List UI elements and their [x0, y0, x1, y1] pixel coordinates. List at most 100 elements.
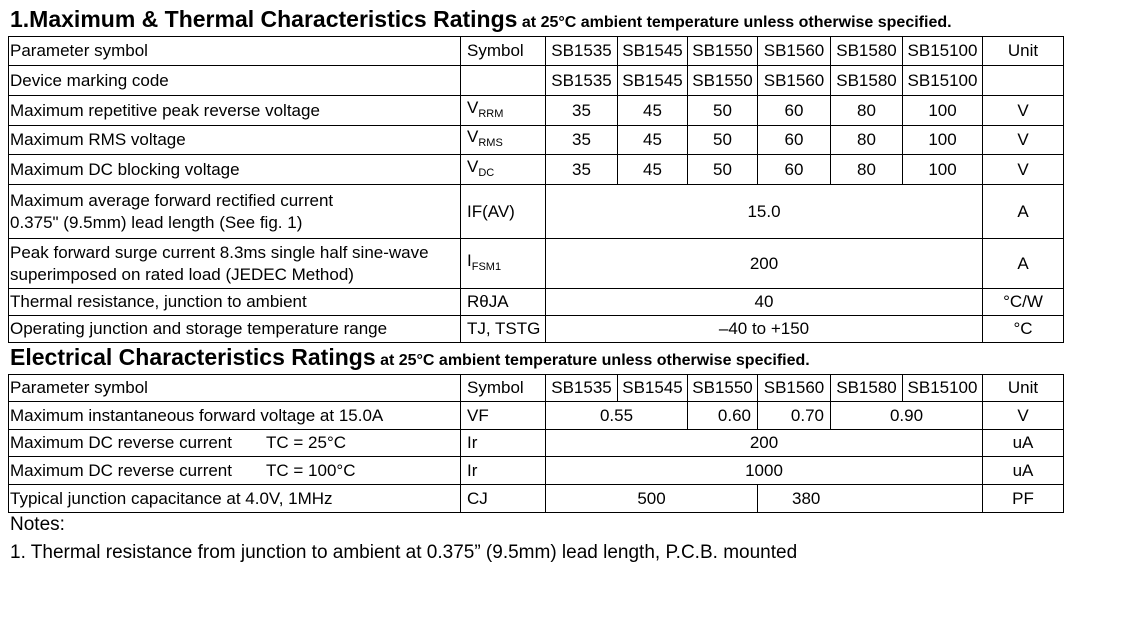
symbol-text: RθJA — [467, 292, 509, 311]
parameter-cell: Thermal resistance, junction to ambient — [8, 288, 461, 316]
symbol-text: IF(AV) — [467, 201, 515, 221]
value-cell: 50 — [687, 125, 758, 155]
unit-cell — [982, 65, 1064, 96]
unit-text: °C — [1013, 319, 1033, 338]
parameter-cell: Peak forward surge current 8.3ms single … — [8, 238, 461, 289]
unit-cell: V — [982, 154, 1064, 185]
header-cell: Parameter symbol — [8, 36, 461, 66]
table-row: Peak forward surge current 8.3ms single … — [8, 238, 1064, 289]
notes-title: Notes: — [10, 514, 65, 535]
value-cell: SB1545 — [617, 65, 688, 96]
header-cell: SB15100 — [902, 36, 983, 66]
value-cell: SB1560 — [757, 65, 831, 96]
symbol-text: TJ, TSTG — [467, 319, 541, 338]
value-cell: 60 — [757, 95, 831, 126]
parameter-text: Maximum DC reverse current — [10, 460, 232, 480]
symbol-cell: IF(AV) — [460, 184, 546, 239]
symbol-text: V — [467, 156, 479, 176]
unit-cell: A — [982, 238, 1064, 289]
header-row: Parameter symbol Symbol SB1535 SB1545 SB1550… — [8, 36, 1064, 66]
parameter-cell: Maximum repetitive peak reverse voltage — [8, 95, 461, 126]
value-cell: SB1580 — [830, 65, 903, 96]
value-cell: 500 — [545, 484, 758, 513]
parameter-cell: Typical junction capacitance at 4.0V, 1M… — [8, 484, 461, 513]
value-cell: 40 — [545, 288, 983, 316]
value-cell: 100 — [902, 154, 983, 185]
symbol-cell: VRMS — [460, 125, 546, 155]
unit-text: V — [1017, 159, 1029, 179]
parameter-condition: TC = 100°C — [266, 460, 356, 480]
table-row: Maximum DC blocking voltage VDC 35 45 50 60 80… — [8, 154, 1064, 185]
value-cell: 200 — [545, 429, 983, 457]
header-cell: SB1535 — [545, 374, 618, 402]
value-cell: SB1550 — [687, 65, 758, 96]
ratings-table: Parameter symbol Symbol SB1535 SB1545 SB1550… — [8, 36, 1064, 343]
header-cell: Parameter symbol — [8, 374, 461, 402]
header-cell: Unit — [982, 374, 1064, 402]
parameter-cell: Maximum DC blocking voltage — [8, 154, 461, 185]
symbol-subscript: RMS — [478, 137, 503, 149]
header-cell: SB15100 — [902, 374, 983, 402]
unit-cell: PF — [982, 484, 1064, 513]
value-cell: 35 — [545, 125, 618, 155]
value-cell: 100 — [902, 95, 983, 126]
symbol-cell: IFSM1 — [460, 238, 546, 289]
value-cell: 80 — [830, 95, 903, 126]
symbol-cell: Ir — [460, 456, 546, 485]
table-row: Maximum RMS voltage VRMS 35 45 50 60 80 100 V — [8, 125, 1064, 155]
parameter-text: Operating junction and storage temperatu… — [10, 319, 388, 338]
parameter-cell: Maximum RMS voltage — [8, 125, 461, 155]
section-title: Electrical Characteristics Ratings — [10, 344, 376, 370]
parameter-text: Device marking code — [10, 70, 169, 90]
header-cell: SB1560 — [757, 374, 831, 402]
header-cell: Unit — [982, 36, 1064, 66]
table-row: Device marking code SB1535 SB1545 SB1550 SB1… — [8, 65, 1064, 96]
parameter-condition: TC = 25°C — [266, 433, 347, 452]
parameter-text: Thermal resistance, junction to ambient — [10, 292, 307, 311]
unit-text: uA — [1012, 460, 1034, 480]
value-cell: 0.90 — [830, 401, 983, 430]
symbol-cell: Ir — [460, 429, 546, 457]
section-heading: 1.Maximum & Thermal Characteristics Rati… — [10, 6, 952, 33]
parameter-text: Maximum RMS voltage — [10, 130, 186, 149]
value-cell: 35 — [545, 154, 618, 185]
value-cell: SB1535 — [545, 65, 618, 96]
unit-text: V — [1017, 130, 1029, 149]
value-cell: SB15100 — [902, 65, 983, 96]
parameter-text: Maximum DC reverse current — [10, 433, 232, 452]
value-cell: 60 — [757, 125, 831, 155]
unit-text: °C/W — [1003, 292, 1043, 311]
header-cell: SB1550 — [687, 374, 758, 402]
value-cell: –40 to +150 — [545, 315, 983, 343]
unit-cell: uA — [982, 456, 1064, 485]
value-cell: 35 — [545, 95, 618, 126]
symbol-text: Ir — [467, 433, 478, 452]
symbol-cell: VDC — [460, 154, 546, 185]
symbol-subscript: DC — [478, 166, 495, 179]
parameter-cell: Device marking code — [8, 65, 461, 96]
table-row: Maximum instantaneous forward voltage at… — [8, 401, 1064, 430]
header-cell: SB1580 — [830, 374, 903, 402]
parameter-text: Maximum DC blocking voltage — [10, 159, 240, 179]
symbol-subscript: FSM1 — [471, 260, 502, 273]
value-cell: 45 — [617, 95, 688, 126]
symbol-text: V — [467, 127, 479, 146]
header-row: Parameter symbol Symbol SB1535 SB1545 SB1550… — [8, 374, 1064, 402]
parameter-cell: Operating junction and storage temperatu… — [8, 315, 461, 343]
symbol-cell: CJ — [460, 484, 546, 513]
parameter-cell: Maximum DC reverse current TC = 100°C — [8, 456, 461, 485]
header-cell: Symbol — [460, 374, 546, 402]
value-cell: 0.55 — [545, 401, 688, 430]
value-cell: 80 — [830, 154, 903, 185]
header-cell: SB1535 — [545, 36, 618, 66]
table-row: Maximum repetitive peak reverse voltage V… — [8, 95, 1064, 126]
value-cell: 380 — [757, 484, 983, 513]
unit-text: V — [1017, 100, 1029, 120]
symbol-text: V — [467, 97, 479, 117]
note: 1. Thermal resistance from junction to a… — [10, 542, 798, 563]
symbol-text: VF — [467, 405, 489, 425]
unit-cell: °C/W — [982, 288, 1064, 316]
parameter-line: superimposed on rated load (JEDEC Method… — [10, 264, 354, 284]
value-cell: 1000 — [545, 456, 983, 485]
